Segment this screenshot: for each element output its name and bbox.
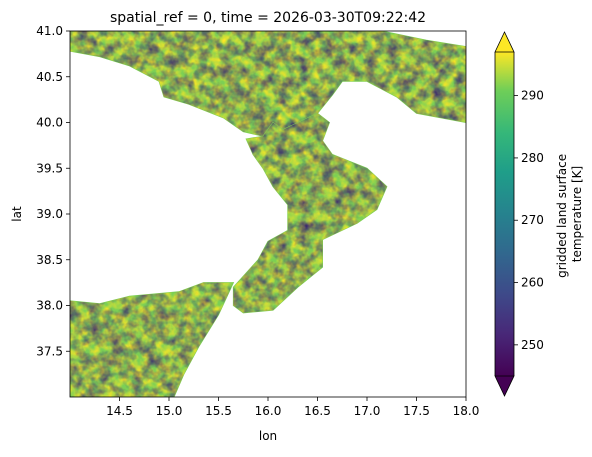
colorbar-ticks: 290 280 270 260 250	[514, 89, 544, 352]
y-tick-label: 41.0	[36, 24, 63, 38]
y-tick-label: 39.5	[36, 161, 63, 175]
x-tick-label: 14.5	[106, 404, 133, 418]
colorbar-extend-top	[494, 31, 515, 53]
colorbar-tick-label: 290	[521, 89, 544, 103]
y-tick-label: 37.5	[36, 344, 63, 358]
land-cool-texture-sicily	[70, 282, 234, 397]
y-tick-label: 40.0	[36, 116, 63, 130]
x-tick-label: 17.0	[354, 404, 381, 418]
colorbar-tick-label: 250	[521, 338, 544, 352]
y-tick-label: 38.5	[36, 253, 63, 267]
x-tick-label: 16.0	[255, 404, 282, 418]
x-tick-label: 15.0	[156, 404, 183, 418]
colorbar: 290 280 270 260 250 gridded land surface tem…	[494, 31, 584, 397]
land-cool-texture-calabria	[233, 113, 387, 313]
y-tick-label: 39.0	[36, 207, 63, 221]
colorbar-label-line-2: temperature [K]	[570, 166, 584, 262]
colorbar-label-line-1: gridded land surface	[555, 154, 569, 278]
colorbar-label: gridded land surface temperature [K]	[555, 150, 584, 278]
colorbar-tick-label: 270	[521, 213, 544, 227]
land-cool-texture-campania-basilicata	[70, 31, 466, 137]
colorbar-tick-label: 260	[521, 276, 544, 290]
x-axis-label: lon	[259, 429, 277, 443]
x-axis: 14.5 15.0 15.5 16.0 16.5 17.0 17.5 18.0	[106, 397, 479, 418]
colorbar-extend-bottom	[494, 375, 515, 397]
y-axis-label: lat	[10, 206, 24, 222]
land-layer	[70, 31, 466, 397]
y-axis: 41.0 40.5 40.0 39.5 39.0 38.5 38.0 37.5	[36, 24, 70, 358]
chart-title: spatial_ref = 0, time = 2026-03-30T09:22…	[110, 10, 426, 26]
x-tick-label: 15.5	[205, 404, 232, 418]
colorbar-outline	[494, 52, 515, 376]
colorbar-tick-label: 280	[521, 151, 544, 165]
y-tick-label: 40.5	[36, 70, 63, 84]
x-tick-label: 16.5	[304, 404, 331, 418]
x-tick-label: 18.0	[453, 404, 480, 418]
x-tick-label: 17.5	[403, 404, 430, 418]
colorbar-gradient	[495, 52, 514, 376]
y-tick-label: 38.0	[36, 299, 63, 313]
